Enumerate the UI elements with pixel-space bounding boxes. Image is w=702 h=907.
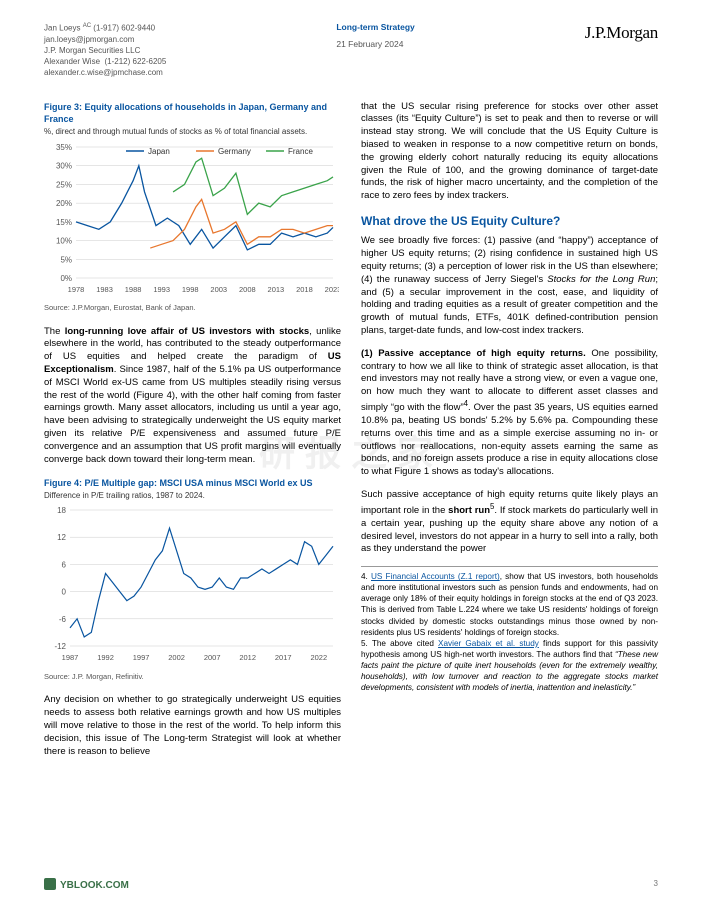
svg-text:1992: 1992 (97, 653, 114, 662)
svg-text:0%: 0% (60, 274, 72, 283)
svg-text:10%: 10% (56, 236, 72, 245)
svg-text:30%: 30% (56, 161, 72, 170)
author1-email: jan.loeys@jpmorgan.com (44, 34, 166, 45)
svg-text:1998: 1998 (182, 285, 199, 294)
section-heading: What drove the US Equity Culture? (361, 213, 658, 229)
footer-logo: YBLOOK.COM (44, 877, 134, 891)
svg-text:2022: 2022 (310, 653, 327, 662)
strategy-label: Long-term Strategy (336, 22, 414, 33)
svg-text:2017: 2017 (275, 653, 292, 662)
report-date: 21 February 2024 (336, 39, 414, 50)
fig3-title: Figure 3: Equity allocations of househol… (44, 101, 341, 125)
author1-firm: J.P. Morgan Securities LLC (44, 45, 166, 56)
fig3-chart: 0% 5% 10% 15% 20% 25% 30% 35% 1978 1983 1988 1993 19… (44, 141, 341, 301)
svg-text:2007: 2007 (204, 653, 221, 662)
footnotes: 4. US Financial Accounts (Z.1 report), s… (361, 566, 658, 693)
header-middle: Long-term Strategy 21 February 2024 (336, 22, 414, 79)
svg-text:Germany: Germany (218, 147, 251, 156)
svg-text:25%: 25% (56, 180, 72, 189)
author1-name: Jan Loeys (44, 24, 80, 33)
page-number: 3 (654, 879, 658, 890)
svg-text:1997: 1997 (133, 653, 150, 662)
svg-text:Japan: Japan (148, 147, 170, 156)
page-footer: YBLOOK.COM 3 (44, 877, 658, 891)
svg-text:5%: 5% (60, 255, 72, 264)
para-love-affair: The long-running love affair of US inves… (44, 326, 341, 467)
author2-phone: (1-212) 622-6205 (104, 57, 166, 66)
brand-logo: J.P.Morgan (585, 22, 658, 79)
svg-text:1983: 1983 (96, 285, 113, 294)
author2-name: Alexander Wise (44, 57, 100, 66)
svg-text:1987: 1987 (62, 653, 79, 662)
svg-text:1988: 1988 (125, 285, 142, 294)
footnote-4: 4. US Financial Accounts (Z.1 report), s… (361, 571, 658, 637)
svg-text:20%: 20% (56, 199, 72, 208)
left-column: Figure 3: Equity allocations of househol… (44, 101, 341, 769)
author1-ac: AC (83, 23, 91, 29)
svg-text:France: France (288, 147, 313, 156)
svg-text:1993: 1993 (153, 285, 170, 294)
para-five-forces: We see broadly five forces: (1) passive … (361, 235, 658, 338)
svg-text:2002: 2002 (168, 653, 185, 662)
svg-text:-6: -6 (59, 615, 67, 624)
svg-text:15%: 15% (56, 218, 72, 227)
svg-text:2018: 2018 (296, 285, 313, 294)
fig3-source: Source: J.P.Morgan, Eurostat, Bank of Ja… (44, 303, 341, 313)
footnote-5: 5. The above cited Xavier Gabaix et al. … (361, 638, 658, 693)
content-columns: Figure 3: Equity allocations of househol… (0, 87, 702, 769)
page-header: Jan Loeys AC (1-917) 602-9440 jan.loeys@… (0, 0, 702, 87)
fig3-subtitle: %, direct and through mutual funds of st… (44, 127, 341, 138)
svg-text:2008: 2008 (239, 285, 256, 294)
author2-email: alexander.c.wise@jpmchase.com (44, 67, 166, 78)
svg-text:2023: 2023 (325, 285, 339, 294)
svg-text:1978: 1978 (68, 285, 85, 294)
fig4-title: Figure 4: P/E Multiple gap: MSCI USA min… (44, 477, 341, 489)
svg-text:12: 12 (57, 534, 66, 543)
para-continuation: that the US secular rising preference fo… (361, 101, 658, 204)
fig4-subtitle: Difference in P/E trailing ratios, 1987 … (44, 491, 341, 502)
svg-text:2003: 2003 (210, 285, 227, 294)
svg-text:35%: 35% (56, 143, 72, 152)
svg-text:18: 18 (57, 506, 66, 515)
svg-text:YBLOOK.COM: YBLOOK.COM (60, 880, 129, 891)
svg-text:0: 0 (62, 588, 67, 597)
fig4-source: Source: J.P. Morgan, Refinitiv. (44, 672, 341, 682)
right-column: that the US secular rising preference fo… (361, 101, 658, 769)
svg-text:2012: 2012 (239, 653, 256, 662)
author1-phone: (1-917) 602-9440 (93, 24, 155, 33)
para-decision: Any decision on whether to go strategica… (44, 694, 341, 758)
fig4-chart: -12 -6 0 6 12 18 1987 1992 1997 2002 2007 2012 2017 2… (44, 504, 341, 669)
svg-text:2013: 2013 (268, 285, 285, 294)
para-short-run: Such passive acceptance of high equity r… (361, 489, 658, 556)
para-passive-acceptance: (1) Passive acceptance of high equity re… (361, 348, 658, 479)
svg-text:6: 6 (62, 561, 67, 570)
author-block: Jan Loeys AC (1-917) 602-9440 jan.loeys@… (44, 22, 166, 79)
svg-text:-12: -12 (54, 642, 66, 651)
